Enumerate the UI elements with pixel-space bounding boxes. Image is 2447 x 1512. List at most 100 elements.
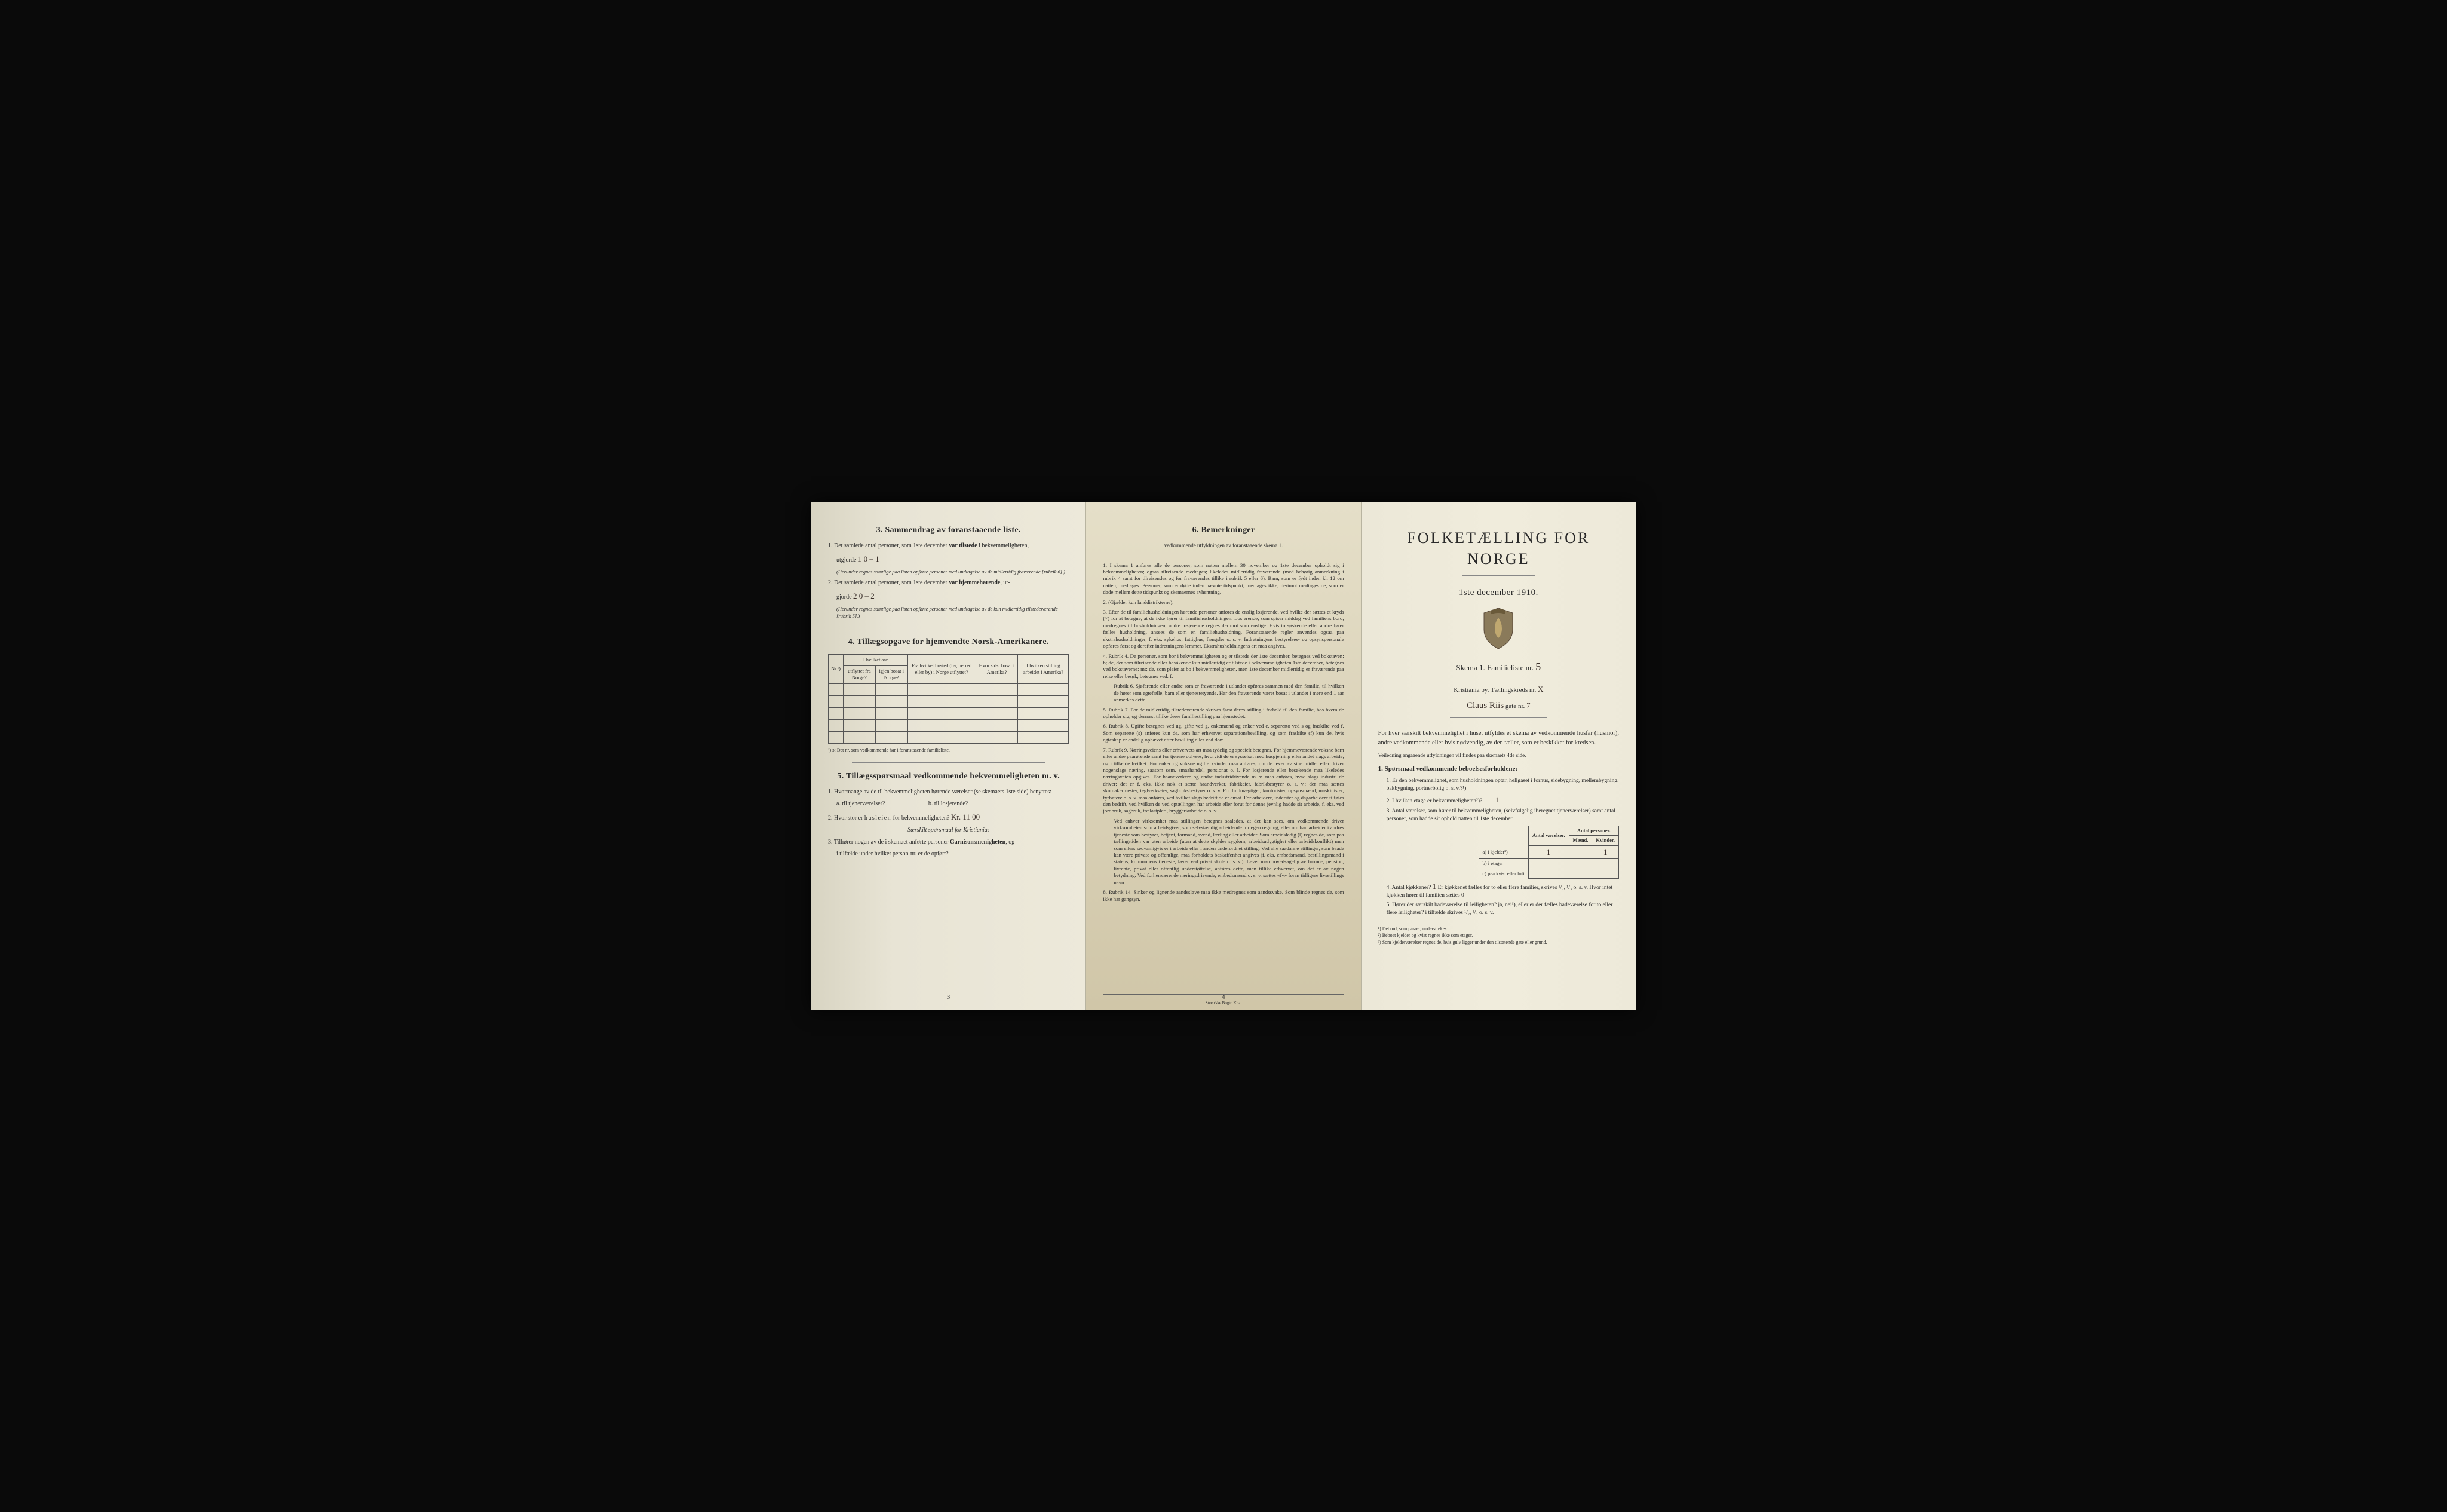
panel-cover: FOLKETÆLLING FOR NORGE 1ste december 191… [1362,502,1636,1010]
s3-item2: 2. Det samlede antal personer, som 1ste … [828,579,1069,587]
s3-i1-a: 1. Det samlede antal personer, som 1ste … [828,542,949,549]
fn1: ¹) Det ord, som passer, understrekes. [1378,926,1619,932]
p4b: Rubrik 6. Sjøfarende eller andre som er … [1114,683,1344,703]
s5-q2c: for bekvemmeligheten? [891,815,951,821]
s5-q1a: a. til tjenerværelser? [836,801,885,807]
s5-q1-opts: a. til tjenerværelser? b. til losjerende… [836,800,1069,808]
s3-item1-line2: utgjorde 1 0 – 1 [836,554,1069,565]
q1: 1. Er den bekvemmelighet, som husholdnin… [1387,777,1619,793]
p6: 6. Rubrik 8. Ugifte betegnes ved ug, gif… [1103,723,1344,743]
q2-text: 2. I hvilken etage er bekvemmeligheten²)… [1387,798,1483,804]
t4-still: I hvilken stilling arbeidet i Amerika? [1018,655,1069,683]
divider [1462,575,1535,576]
skema-line: Skema 1. Familieliste nr. 5 [1378,660,1619,674]
tr-h2a: Mænd. [1569,836,1592,845]
q2: 2. I hvilken etage er bekvemmeligheten²)… [1387,795,1619,805]
q4: 4. Antal kjøkkener? 1 Er kjøkkenet fælle… [1387,881,1619,900]
tr-r2: b) i etager [1479,859,1529,869]
meta2-hand2: 7 [1526,700,1531,711]
skema-label: Skema 1. Familieliste nr. [1456,663,1535,672]
s3-i2-b: var hjemmehørende [949,579,1000,586]
s5-q3: 3. Tilhører nogen av de i skemaet anført… [828,838,1069,847]
p4: 4. Rubrik 4. De personer, som bor i bekv… [1103,653,1344,680]
q5: 5. Hører der særskilt badeværelse til le… [1387,901,1619,917]
tr-h2b: Kvinder. [1592,836,1619,845]
page-number: 3 [947,993,950,1002]
tr-r3: c) paa kvist eller loft [1479,869,1529,878]
s5-q1b: b. til losjerende? [928,801,968,807]
meta-kreds: Kristiania by. Tællingskreds nr. X [1378,684,1619,695]
section-4-heading: 4. Tillægsopgave for hjemvendte Norsk-Am… [828,637,1069,648]
p3: 3. Efter de til familiehusholdningen hør… [1103,609,1344,650]
p1: 1. I skema 1 anføres alle de personer, s… [1103,562,1344,596]
subtitle: 1ste december 1910. [1378,587,1619,599]
s3-item2-note: (Herunder regnes samtlige paa listen opf… [836,606,1069,620]
p7b: Ved enhver virksomhet maa stillingen bet… [1114,818,1344,886]
meta1-hand: X [1538,684,1543,695]
tr-r1v: 1 [1547,847,1551,858]
p7: 7. Rubrik 9. Næringsveiens eller erhverv… [1103,747,1344,815]
s3-i1-hand: 1 0 – 1 [858,554,879,565]
s3-i2-c: , ut- [1000,579,1010,586]
s5-q2-sub: Særskilt spørsmaal for Kristiania: [828,826,1069,835]
panel-page-4: 6. Bemerkninger vedkommende utfyldningen… [1086,502,1361,1010]
meta2-hand: Claus Riis [1467,700,1504,711]
section-6-sub: vedkommende utfyldningen av foranstaaend… [1103,542,1344,549]
s5-q3d: i tilfælde under hvilket person-nr. er d… [836,850,1069,858]
t4-ut: utflyttet fra Norge? [844,665,876,683]
s5-q2-hand: Kr. 11 00 [951,812,980,823]
questions-heading: 1. Spørsmaal vedkommende beboelsesforhol… [1378,765,1619,774]
s5-q3a: 3. Tilhører nogen av de i skemaet anført… [828,839,950,845]
section-6-heading: 6. Bemerkninger [1103,525,1344,536]
tr-r1k: 1 [1603,847,1608,858]
s3-item1: 1. Det samlede antal personer, som 1ste … [828,542,1069,550]
s5-q2a: 2. Hvor stor er [828,815,864,821]
s3-i1-d: utgjorde [836,557,858,563]
tr-h1: Antal værelser. [1528,826,1569,845]
s5-q3b: Garnisonsmenigheten [950,839,1005,845]
table-amerikanere: Nr.¹) I hvilket aar Fra hvilket bosted (… [828,654,1069,743]
coat-of-arms-icon [1479,606,1517,651]
table-vaerelser: Antal værelser. Antal personer. Mænd. Kv… [1479,826,1619,879]
meta2-label: gate nr. [1504,703,1526,710]
s3-i2-hand: 2 0 – 2 [853,591,875,602]
q3: 3. Antal værelser, som hører til bekvemm… [1387,808,1619,823]
s3-i1-c: i bekvemmeligheten, [977,542,1029,549]
divider [852,762,1045,763]
p2: 2. (Gjælder kun landdistrikterne). [1103,599,1344,606]
meta-gate: Claus Riis gate nr. 7 [1378,700,1619,711]
t4-nr: Nr.¹) [829,655,844,683]
divider [1103,994,1344,995]
tr-r1: a) i kjelder³) [1479,845,1529,859]
section-5-heading: 5. Tillægsspørsmaal vedkommende bekvemme… [828,771,1069,782]
meta1-label: Kristiania by. Tællingskreds nr. [1454,686,1538,694]
s3-item2-line2: gjorde 2 0 – 2 [836,591,1069,602]
q4a: 4. Antal kjøkkener? [1387,885,1433,891]
s3-i1-b: var tilstede [949,542,977,549]
fn2: ²) Beboet kjelder og kvist regnes ikke s… [1378,933,1619,939]
s5-q1: 1. Hvormange av de til bekvemmeligheten … [828,788,1069,796]
intro-text: For hver særskilt bekvemmelighet i huset… [1378,729,1619,748]
t4-hvor: Hvor sidst bosat i Amerika? [976,655,1018,683]
s3-i2-d: gjorde [836,594,853,600]
t4-aar: I hvilket aar [844,655,908,665]
skema-nr: 5 [1535,660,1541,674]
q2-hand: 1 [1496,795,1500,805]
t4-fra: Fra hvilket bosted (by, herred eller by)… [907,655,976,683]
s5-q2: 2. Hvor stor er husleien for bekvemmelig… [828,812,1069,823]
footnotes: ¹) Det ord, som passer, understrekes. ²)… [1378,926,1619,946]
p8: 8. Rubrik 14. Sinker og lignende aandssl… [1103,889,1344,903]
fn3: ³) Som kjelderværelser regnes de, hvis g… [1378,940,1619,946]
t4-ig: igjen bosat i Norge? [875,665,907,683]
s4-footnote: ¹) ɔ: Det nr. som vedkommende har i fora… [828,747,1069,754]
s5-q2b: husleien [864,815,891,821]
main-title: FOLKETÆLLING FOR NORGE [1378,527,1619,569]
panel-page-3: 3. Sammendrag av foranstaaende liste. 1.… [811,502,1086,1010]
p5: 5. Rubrik 7. For de midlertidig tilstede… [1103,707,1344,720]
document-scan: 3. Sammendrag av foranstaaende liste. 1.… [811,502,1636,1010]
s5-q3c: , og [1005,839,1014,845]
printer-mark: Steen'ske Bogtr. Kr.a. [1206,1001,1242,1006]
section-3-heading: 3. Sammendrag av foranstaaende liste. [828,525,1069,536]
s3-i2-a: 2. Det samlede antal personer, som 1ste … [828,579,949,586]
divider [1450,717,1547,718]
